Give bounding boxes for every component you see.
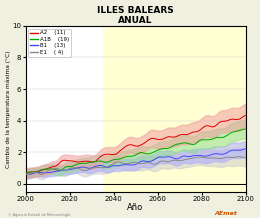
Title: ILLES BALEARS
ANUAL: ILLES BALEARS ANUAL	[97, 5, 174, 25]
Y-axis label: Cambio de la temperatura máxima (°C): Cambio de la temperatura máxima (°C)	[5, 50, 11, 168]
Bar	[103, 26, 245, 192]
Legend: A2    (11), A1B    (19), B1    (13), E1    ( 4): A2 (11), A1B (19), B1 (13), E1 ( 4)	[28, 29, 72, 56]
X-axis label: Año: Año	[127, 203, 144, 213]
Text: © Agencia Estatal de Meteorología: © Agencia Estatal de Meteorología	[8, 213, 70, 217]
Text: AEmet: AEmet	[215, 211, 238, 216]
